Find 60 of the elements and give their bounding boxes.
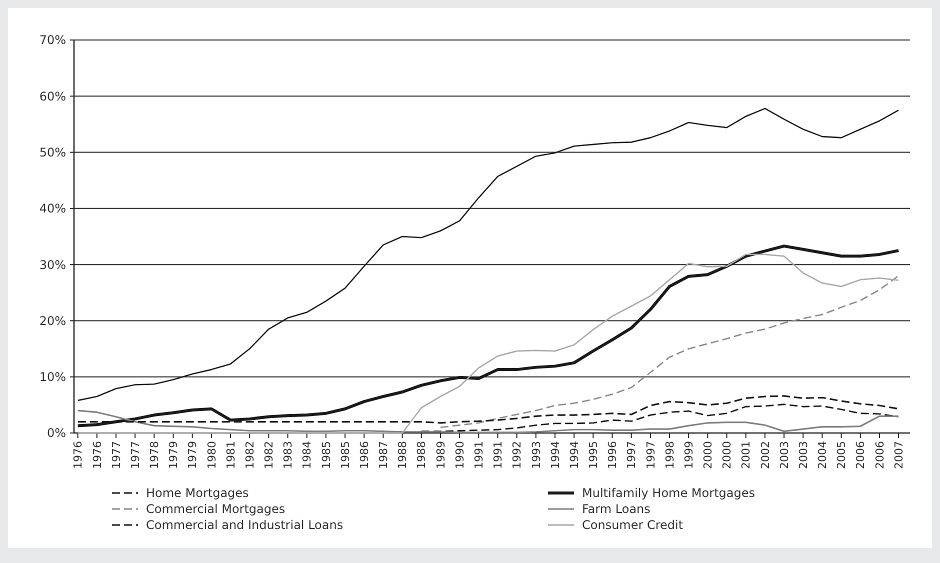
x-tick-label: 2003 — [778, 441, 791, 469]
y-tick-label: 40% — [39, 202, 66, 216]
legend-label: Multifamily Home Mortgages — [582, 486, 755, 500]
legend-label: Home Mortgages — [146, 486, 249, 500]
x-tick-label: 1984 — [300, 441, 314, 469]
y-tick-label: 0% — [46, 426, 66, 440]
x-tick-label: 1992 — [510, 441, 524, 469]
x-tick-label: 1983 — [282, 441, 295, 469]
x-tick-label: 2004 — [816, 441, 830, 469]
x-tick-label: 1980 — [205, 441, 218, 469]
x-tick-label: 1994 — [548, 441, 562, 469]
legend-label: Commercial and Industrial Loans — [146, 518, 344, 532]
x-tick-label: 1988 — [415, 441, 428, 469]
x-tick-label: 1981 — [224, 441, 238, 469]
x-tick-label: 1979 — [167, 441, 180, 469]
legend-label: Farm Loans — [582, 502, 650, 516]
line-series — [77, 410, 900, 434]
y-tick-label: 20% — [39, 314, 66, 328]
x-tick-label: 1988 — [396, 441, 410, 469]
x-tick-label: 1998 — [663, 441, 676, 469]
x-tick-label: 2000 — [702, 441, 715, 469]
x-tick-label: 1985 — [338, 441, 352, 469]
x-tick-label: 1977 — [128, 441, 142, 469]
x-tick-label: 1989 — [434, 441, 448, 469]
x-tick-label: 1991 — [492, 441, 505, 469]
x-tick-label: 1982 — [262, 441, 276, 469]
x-tick-label: 1976 — [90, 441, 104, 469]
x-tick-label: 1986 — [358, 441, 371, 469]
x-tick-label: 1997 — [625, 441, 638, 469]
x-tick-label: 2001 — [740, 441, 753, 469]
y-tick-label: 70% — [39, 33, 66, 48]
x-tick-label: 2002 — [758, 441, 772, 469]
x-tick-label: 2003 — [796, 441, 810, 469]
x-tick-label: 1987 — [377, 441, 390, 469]
x-tick-label: 1976 — [72, 441, 85, 469]
y-tick-label: 10% — [39, 370, 66, 384]
x-tick-label: 1997 — [644, 441, 658, 469]
x-tick-label: 1996 — [606, 441, 620, 469]
x-tick-label: 1978 — [148, 441, 162, 469]
x-tick-label: 1990 — [453, 441, 466, 469]
x-tick-label: 1991 — [472, 441, 486, 469]
x-tick-label: 1993 — [530, 441, 543, 469]
legend-label: Commercial Mortgages — [146, 502, 286, 516]
x-tick-label: 1977 — [110, 441, 123, 469]
x-tick-label: 1995 — [587, 441, 600, 469]
y-tick-label: 60% — [39, 89, 66, 104]
x-tick-label: 2007 — [892, 441, 906, 469]
x-tick-label: 2006 — [854, 441, 868, 469]
x-tick-label: 2000 — [720, 441, 734, 469]
x-tick-label: 1982 — [243, 441, 256, 469]
x-tick-label: 1979 — [186, 441, 200, 469]
x-tick-label: 2005 — [835, 441, 848, 469]
y-tick-label: 50% — [39, 145, 66, 160]
x-tick-label: 1999 — [682, 441, 696, 469]
x-tick-label: 2006 — [873, 441, 886, 469]
legend-label: Consumer Credit — [582, 518, 684, 532]
line-series — [440, 275, 900, 428]
x-tick-label: 1985 — [320, 441, 333, 469]
x-tick-label: 1994 — [568, 441, 581, 469]
y-tick-label: 30% — [39, 258, 66, 272]
